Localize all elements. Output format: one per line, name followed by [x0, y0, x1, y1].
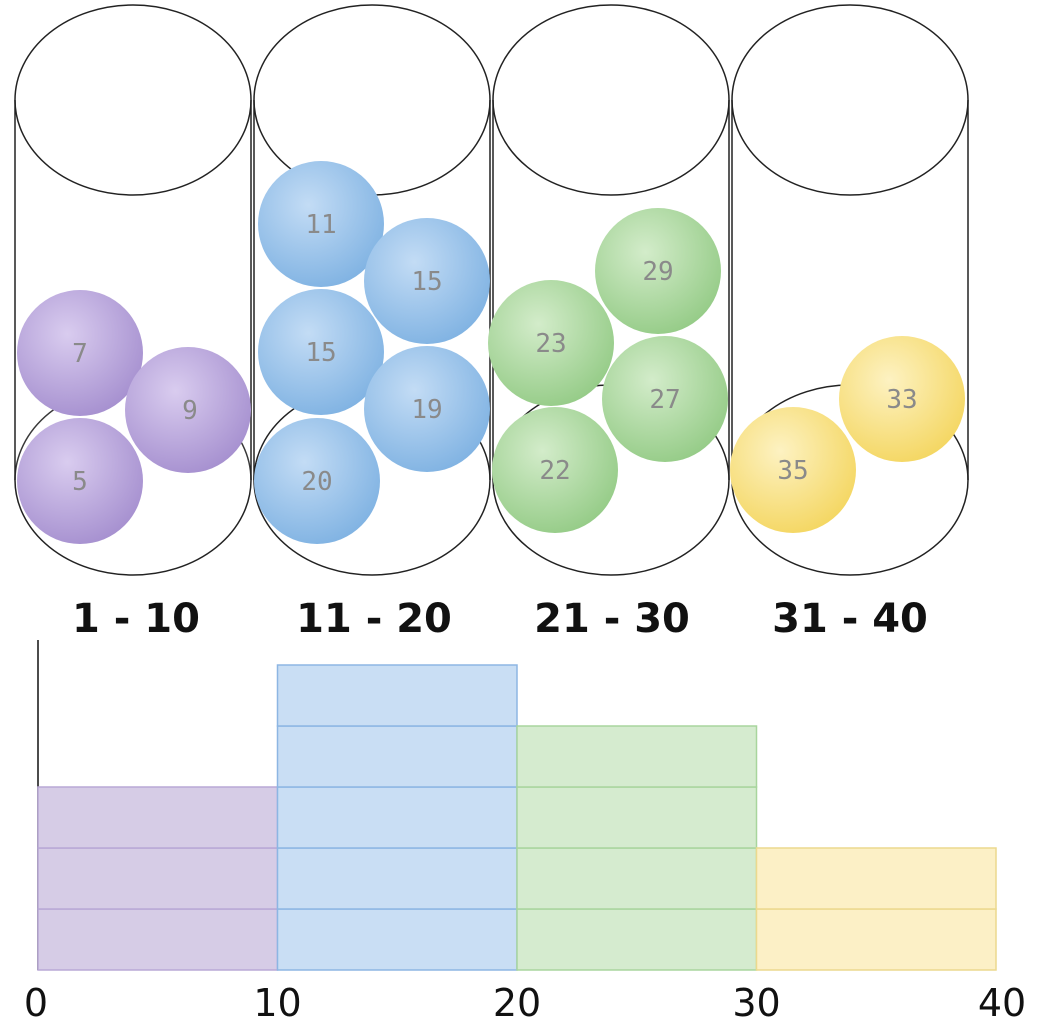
ball: 15 [258, 289, 384, 415]
histogram-bar-segment [276, 664, 518, 727]
ball: 22 [492, 407, 618, 533]
ball: 19 [364, 346, 490, 472]
ball-label: 19 [411, 395, 442, 425]
ball: 29 [595, 208, 721, 334]
x-tick-label: 0 [24, 981, 48, 1024]
bin-label: 21 - 30 [534, 596, 690, 642]
ball-label: 9 [182, 396, 198, 426]
ball-label: 20 [301, 467, 332, 497]
histogram-bar-segment [276, 908, 518, 971]
histogram-bar [37, 786, 279, 971]
bin-label: 11 - 20 [296, 596, 452, 642]
ball-label: 35 [777, 456, 808, 486]
histogram-bar-segment [276, 847, 518, 910]
x-tick-label: 40 [978, 981, 1026, 1024]
histogram-bar-segment [516, 847, 758, 910]
histogram-bar-segment [37, 908, 279, 971]
histogram: 0 10 20 30 40 [24, 640, 1026, 1024]
histogram-bar-segment [276, 786, 518, 849]
ball-label: 33 [886, 385, 917, 415]
ball: 5 [17, 418, 143, 544]
histogram-bar-segment [755, 847, 997, 910]
x-tick-label: 30 [732, 981, 780, 1024]
balls: 7 9 5 11 15 15 19 20 [17, 161, 965, 544]
ball: 15 [364, 218, 490, 344]
x-tick-label: 20 [493, 981, 541, 1024]
histogram-bar-segment [37, 786, 279, 849]
histogram-bar [516, 725, 758, 971]
histogram-bar-segment [755, 908, 997, 971]
x-tick-labels: 0 10 20 30 40 [24, 981, 1026, 1024]
ball: 33 [839, 336, 965, 462]
histogram-bar-segment [276, 725, 518, 788]
ball-label: 5 [72, 467, 88, 497]
ball-label: 29 [642, 257, 673, 287]
ball: 20 [254, 418, 380, 544]
histogram-bar [276, 664, 518, 971]
ball: 35 [730, 407, 856, 533]
ball-label: 15 [411, 267, 442, 297]
ball: 27 [602, 336, 728, 462]
histogram-bar [755, 847, 997, 971]
ball-label: 11 [305, 210, 336, 240]
ball: 23 [488, 280, 614, 406]
x-tick-label: 10 [253, 981, 301, 1024]
histogram-bar-segment [516, 786, 758, 849]
ball: 9 [125, 347, 251, 473]
ball-label: 7 [72, 339, 88, 369]
ball-label: 23 [535, 329, 566, 359]
bin-label: 31 - 40 [772, 596, 928, 642]
bin-label: 1 - 10 [72, 596, 200, 642]
histogram-bars [37, 664, 997, 971]
ball: 7 [17, 290, 143, 416]
ball-label: 22 [539, 456, 570, 486]
ball-label: 15 [305, 338, 336, 368]
bin-labels: 1 - 10 11 - 20 21 - 30 31 - 40 [72, 596, 928, 642]
histogram-bar-segment [516, 725, 758, 788]
histogram-bar-segment [37, 847, 279, 910]
ball: 11 [258, 161, 384, 287]
ball-label: 27 [649, 385, 680, 415]
histogram-bar-segment [516, 908, 758, 971]
cylinder-3 [492, 4, 730, 576]
